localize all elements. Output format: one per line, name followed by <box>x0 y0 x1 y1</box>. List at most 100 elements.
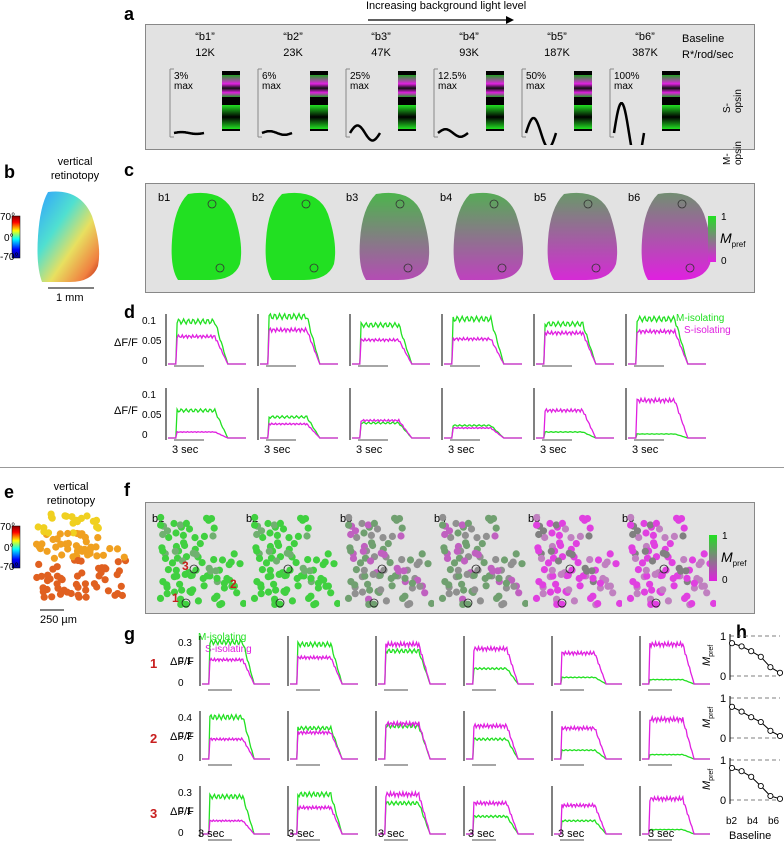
cell-dot <box>285 534 293 542</box>
panel-label-h: h <box>736 622 747 642</box>
panel-a-box: “b1” 12K 3% max “b2” 23K 6% max “b3” 47K 25% max “b4… <box>145 24 755 165</box>
panel-d-ytick-top-0: 0.1 <box>142 316 156 327</box>
panel-b-scale-top: 70° <box>0 212 16 223</box>
panel-d-legend-s: S-isolating <box>684 325 731 336</box>
cell-dot <box>459 600 467 608</box>
baseline-label: Baseline <box>682 33 725 45</box>
cell-dot <box>647 600 655 608</box>
cell-dot <box>408 579 416 587</box>
cell-dot <box>265 547 273 555</box>
panel-g-ytick-1-0: 0.3 <box>178 638 192 649</box>
condition-max-b6: max <box>614 81 633 92</box>
cell-dot <box>683 574 691 582</box>
mopsin-stimulus-b6 <box>662 105 680 129</box>
cell-dot <box>194 597 202 605</box>
retinotopy-dot <box>113 571 121 579</box>
cell-dot <box>682 567 690 575</box>
opsin-stimulus-b3 <box>398 71 416 131</box>
panel-h-xlabel: Baseline <box>729 830 772 842</box>
cell-dot <box>398 556 406 564</box>
panel-d-ytick-bot-2: 0 <box>142 430 148 441</box>
sopsin-label: S-opsin <box>722 89 744 113</box>
cell-dot <box>680 556 688 564</box>
cell-dot <box>353 533 361 542</box>
cell-dot <box>612 560 620 568</box>
cell-dot <box>478 540 486 548</box>
panel-label-b: b <box>4 162 15 182</box>
cell-dot <box>668 559 676 567</box>
cell-dot <box>481 574 489 583</box>
cell-dot <box>579 514 587 522</box>
panel-d-time-label-2: 3 sec <box>264 444 291 456</box>
section-divider <box>0 467 784 468</box>
cell-dot <box>384 540 392 548</box>
cell-dot <box>212 567 220 575</box>
cell-dot <box>272 586 280 594</box>
cell-dot <box>210 524 218 532</box>
panel-d-bot-b2-m-trace <box>260 414 338 439</box>
cell-dot <box>589 592 597 600</box>
panel-d-top-b2-s-trace <box>260 326 338 365</box>
cell-dot <box>626 594 635 602</box>
retinotopy-dot <box>49 535 57 544</box>
panel-d-trace-top-b4 <box>441 313 522 367</box>
cell-dot <box>349 554 358 562</box>
cell-dot <box>264 588 273 596</box>
cell-dot <box>424 560 432 568</box>
panel-g-time-label-5: 3 sec <box>558 828 585 840</box>
panel-h-ylabel-row3: Mpref <box>701 769 715 790</box>
panel-h-point-row3-b4 <box>757 782 764 790</box>
cell-dot <box>401 592 409 600</box>
cell-dot <box>492 524 500 532</box>
cell-dot <box>271 600 279 608</box>
cell-dot <box>400 567 408 575</box>
cell-dot <box>502 579 510 587</box>
cell-dot <box>500 556 509 564</box>
panel-d-trace-bottom-b6 <box>625 388 706 441</box>
cell-dot <box>178 586 186 594</box>
cell-dot <box>257 590 265 598</box>
panel-g-ytick-3-2: 0 <box>178 828 184 839</box>
cell-dot <box>369 541 377 550</box>
panel-d-ytick-top-2: 0 <box>142 356 148 367</box>
opsin-stimulus-b5 <box>574 71 592 131</box>
cell-dot <box>397 532 405 540</box>
cell-dot <box>388 532 396 540</box>
panel-g-ytick-3-1: 0.1 <box>178 806 192 817</box>
cell-dot <box>541 533 549 542</box>
retinotopy-dot <box>117 582 125 590</box>
panel-g-roi1-b5-m-trace <box>554 676 622 685</box>
cell-dot <box>218 556 227 564</box>
cell-dot <box>258 566 266 574</box>
retinotopy-dot <box>114 558 122 566</box>
cell-dot <box>283 586 291 594</box>
retinotopy-dot <box>82 593 90 601</box>
cell-dot <box>460 586 468 594</box>
cell-dot <box>440 544 448 552</box>
cell-dot <box>588 567 596 575</box>
retinotopy-dot <box>60 586 68 594</box>
cell-dot <box>168 559 177 567</box>
cell-dot <box>439 521 447 529</box>
panel-d-trace-bottom-b3 <box>349 388 430 441</box>
retinotopy-dot <box>113 545 122 553</box>
sopsin-stimulus-b6 <box>662 75 680 97</box>
cell-dot <box>548 529 556 537</box>
panel-b-title-1: vertical <box>57 156 93 168</box>
panel-c-label-b1: b1 <box>158 192 171 204</box>
cell-dot <box>552 521 560 529</box>
cell-dot <box>421 589 429 597</box>
cell-dot <box>666 540 674 548</box>
cell-dot <box>273 531 281 539</box>
panel-c-label-b4: b4 <box>440 192 453 204</box>
cell-dot <box>356 559 365 567</box>
cell-dot <box>218 600 226 608</box>
panel-d-ytick-top-1: 0.05 <box>142 336 162 347</box>
cell-dot <box>188 571 196 579</box>
retinotopy-dot <box>72 542 80 550</box>
retinotopy-dot <box>86 549 94 557</box>
cell-dot <box>669 574 677 583</box>
cell-dot <box>558 600 566 608</box>
cell-dot <box>364 580 372 588</box>
panel-g-roi3-b6-s-trace <box>642 794 710 835</box>
